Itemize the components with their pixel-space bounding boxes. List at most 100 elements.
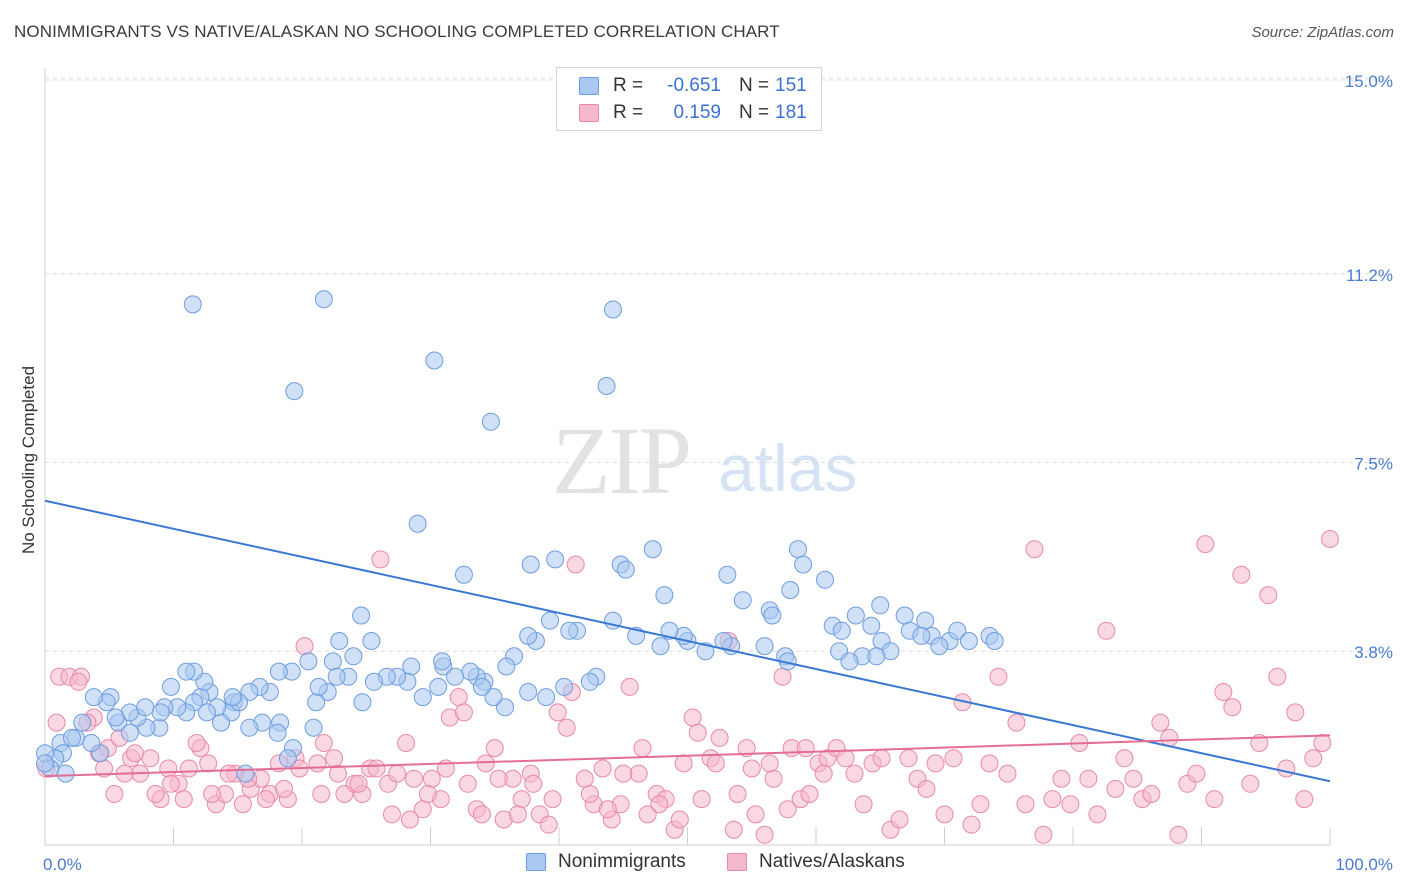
natives-alaskans-point	[638, 805, 657, 824]
legend-swatch-pink	[579, 104, 599, 122]
natives-alaskans-point	[308, 754, 327, 773]
natives-alaskans-point	[141, 749, 160, 768]
natives-alaskans-point	[548, 703, 567, 722]
nonimmigrants-point	[425, 351, 444, 370]
natives-alaskans-point	[1277, 759, 1296, 778]
natives-alaskans-point	[670, 810, 689, 829]
nonimmigrants-point	[362, 632, 381, 650]
natives-alaskans-point	[650, 795, 669, 814]
chart-title: NONIMMIGRANTS VS NATIVE/ALASKAN NO SCHOO…	[14, 22, 780, 41]
natives-alaskans-point	[683, 708, 702, 727]
nonimmigrants-point	[62, 728, 81, 747]
natives-alaskans-point	[620, 677, 639, 696]
natives-alaskans-point	[1268, 667, 1287, 686]
natives-alaskans-point	[125, 744, 144, 763]
natives-alaskans-point	[566, 555, 585, 574]
nonimmigrants-point	[183, 295, 202, 314]
natives-alaskans-point	[1106, 779, 1125, 798]
natives-alaskans-point	[629, 764, 648, 783]
legend-r-value: -0.651	[667, 75, 721, 96]
natives-alaskans-point	[485, 739, 504, 758]
nonimmigrants-point	[789, 540, 808, 559]
natives-alaskans-point	[1115, 749, 1134, 768]
legend-row-natives: R = 0.159 N = 181	[579, 100, 807, 126]
natives-alaskans-point	[508, 805, 527, 824]
nonimmigrants-point	[454, 565, 473, 584]
natives-alaskans-trend-line	[44, 734, 1331, 778]
natives-alaskans-point	[328, 764, 347, 783]
legend-r-label: R =	[613, 75, 644, 96]
axes	[44, 68, 1331, 846]
natives-alaskans-point	[367, 759, 386, 778]
natives-alaskans-point	[1097, 621, 1116, 640]
nonimmigrants-point	[546, 550, 565, 569]
natives-alaskans-point	[962, 815, 981, 834]
natives-alaskans-point	[580, 785, 599, 803]
nonimmigrants-point	[364, 672, 383, 691]
natives-alaskans-point	[764, 769, 783, 788]
y-tick-label: 11.2%	[1346, 266, 1393, 285]
nonimmigrants-point	[353, 693, 372, 712]
natives-alaskans-point	[458, 774, 477, 793]
natives-alaskans-point	[1088, 805, 1107, 824]
natives-alaskans-point	[314, 734, 333, 752]
natives-alaskans-point	[845, 764, 864, 783]
nonimmigrants-point	[314, 290, 333, 309]
nonimmigrants-point	[151, 703, 170, 722]
natives-alaskans-point	[1124, 769, 1143, 788]
natives-alaskans-point	[1034, 825, 1053, 844]
natives-alaskans-point	[69, 672, 88, 691]
legend-item-nonimmigrants[interactable]: Nonimmigrants	[526, 851, 686, 873]
trend-lines	[44, 499, 1331, 783]
nonimmigrants-point	[871, 596, 890, 615]
nonimmigrants-point	[895, 606, 914, 625]
nonimmigrants-point	[537, 688, 556, 707]
natives-alaskans-point	[674, 754, 693, 773]
natives-alaskans-point	[989, 667, 1008, 686]
x-tick-label: 100.0%	[1335, 855, 1393, 874]
nonimmigrants-point	[84, 688, 103, 707]
natives-alaskans-point	[257, 790, 276, 809]
natives-alaskans-point	[203, 785, 222, 803]
legend-item-natives-alaskans[interactable]: Natives/Alaskans	[727, 851, 905, 873]
nonimmigrants-point	[930, 637, 949, 656]
nonimmigrants-point	[106, 708, 125, 727]
nonimmigrants-point	[655, 586, 674, 605]
natives-alaskans-point	[746, 805, 765, 824]
nonimmigrants-point	[481, 412, 500, 431]
natives-alaskans-point	[944, 749, 963, 768]
natives-alaskans-point	[388, 764, 407, 783]
correlation-legend: R = -0.651 N = 151 R = 0.159 N = 181	[556, 67, 822, 131]
nonimmigrants-point	[916, 611, 935, 630]
natives-alaskans-point	[796, 739, 815, 758]
nonimmigrants-point	[643, 540, 662, 559]
natives-alaskans-point	[1223, 698, 1242, 717]
tick-labels: 3.8% 7.5% 11.2% 15.0% 0.0% 100.0%	[43, 72, 1393, 874]
source-label[interactable]: Source: ZipAtlas.com	[1251, 24, 1394, 41]
natives-alaskans-point	[325, 749, 344, 768]
natives-alaskans-point	[539, 815, 558, 834]
natives-alaskans-point	[971, 795, 990, 814]
nonimmigrants-point	[197, 703, 216, 722]
natives-alaskans-point	[524, 774, 543, 793]
nonimmigrants-point	[541, 611, 560, 630]
watermark-zip: ZIP	[552, 407, 692, 514]
natives-alaskans-point	[489, 769, 508, 788]
legend-label: Natives/Alaskans	[759, 851, 905, 872]
natives-alaskans-point	[836, 749, 855, 768]
natives-alaskans-point	[998, 764, 1017, 783]
nonimmigrants-point	[299, 652, 318, 671]
nonimmigrants-point	[330, 632, 349, 650]
nonimmigrants-point	[580, 672, 599, 691]
nonimmigrants-point	[616, 560, 635, 579]
natives-alaskans-point	[199, 754, 218, 773]
natives-alaskans-point	[917, 779, 936, 798]
nonimmigrants-point	[472, 677, 491, 696]
natives-alaskans-point	[400, 810, 419, 829]
natives-alaskans-point	[742, 759, 761, 778]
natives-alaskans-point	[418, 785, 437, 803]
nonimmigrants-point	[912, 626, 931, 645]
nonimmigrants-trend-line	[44, 499, 1331, 783]
nonimmigrants-point	[846, 606, 865, 625]
nonimmigrants-point	[223, 688, 242, 707]
